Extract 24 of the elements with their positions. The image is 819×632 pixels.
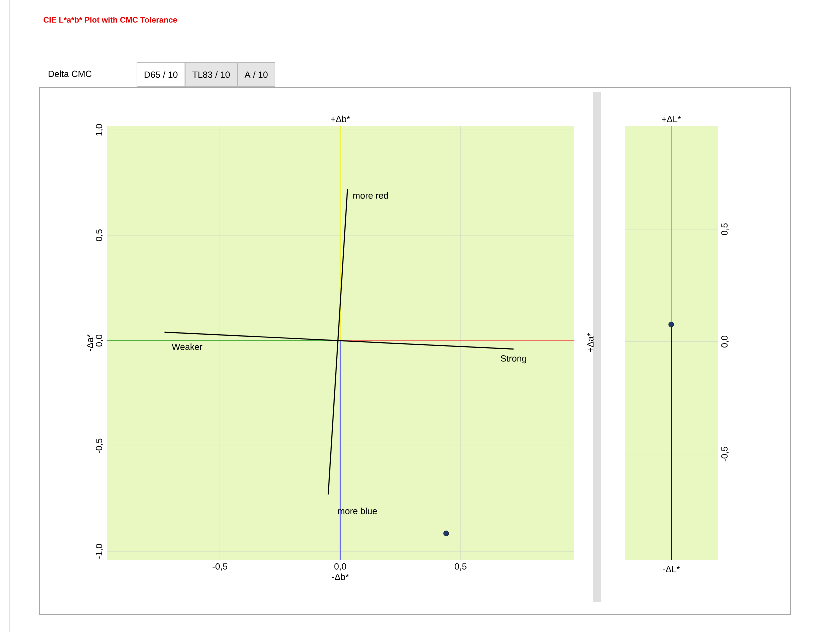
x-tick-label: 0,0: [334, 564, 346, 571]
annotation: Strong: [501, 356, 526, 364]
x2-axis-title: +ΔL*: [662, 116, 682, 122]
text: D65 / 10: [144, 71, 178, 78]
x2-axis-title: +Δb*: [331, 116, 350, 122]
x-tick-label: 0,5: [454, 564, 467, 571]
y-tick-label: -0,5: [96, 438, 104, 454]
y-tick-label: 0,5: [96, 230, 104, 242]
text: A / 10: [244, 71, 268, 78]
y-tick-label: 0,5: [722, 224, 729, 236]
y-axis-title: -Δa*: [86, 334, 94, 352]
x-tick-label: -0,5: [212, 564, 228, 571]
annotation: Weaker: [172, 344, 203, 350]
y-tick-label: -0,5: [722, 446, 729, 462]
y-tick-label: 1,0: [96, 124, 104, 136]
y2-axis-title: +Δa*: [588, 333, 594, 352]
x-axis-title: -ΔL*: [663, 566, 680, 573]
y-tick-label: -1,0: [96, 544, 104, 559]
text: TL83 / 10: [192, 71, 230, 78]
annotation: more red: [354, 192, 388, 199]
y-tick-label: 0,0: [96, 334, 104, 347]
y-tick-label: 0,0: [722, 336, 729, 348]
text: Delta CMC: [48, 70, 92, 78]
x-axis-title: -Δb*: [332, 574, 350, 580]
